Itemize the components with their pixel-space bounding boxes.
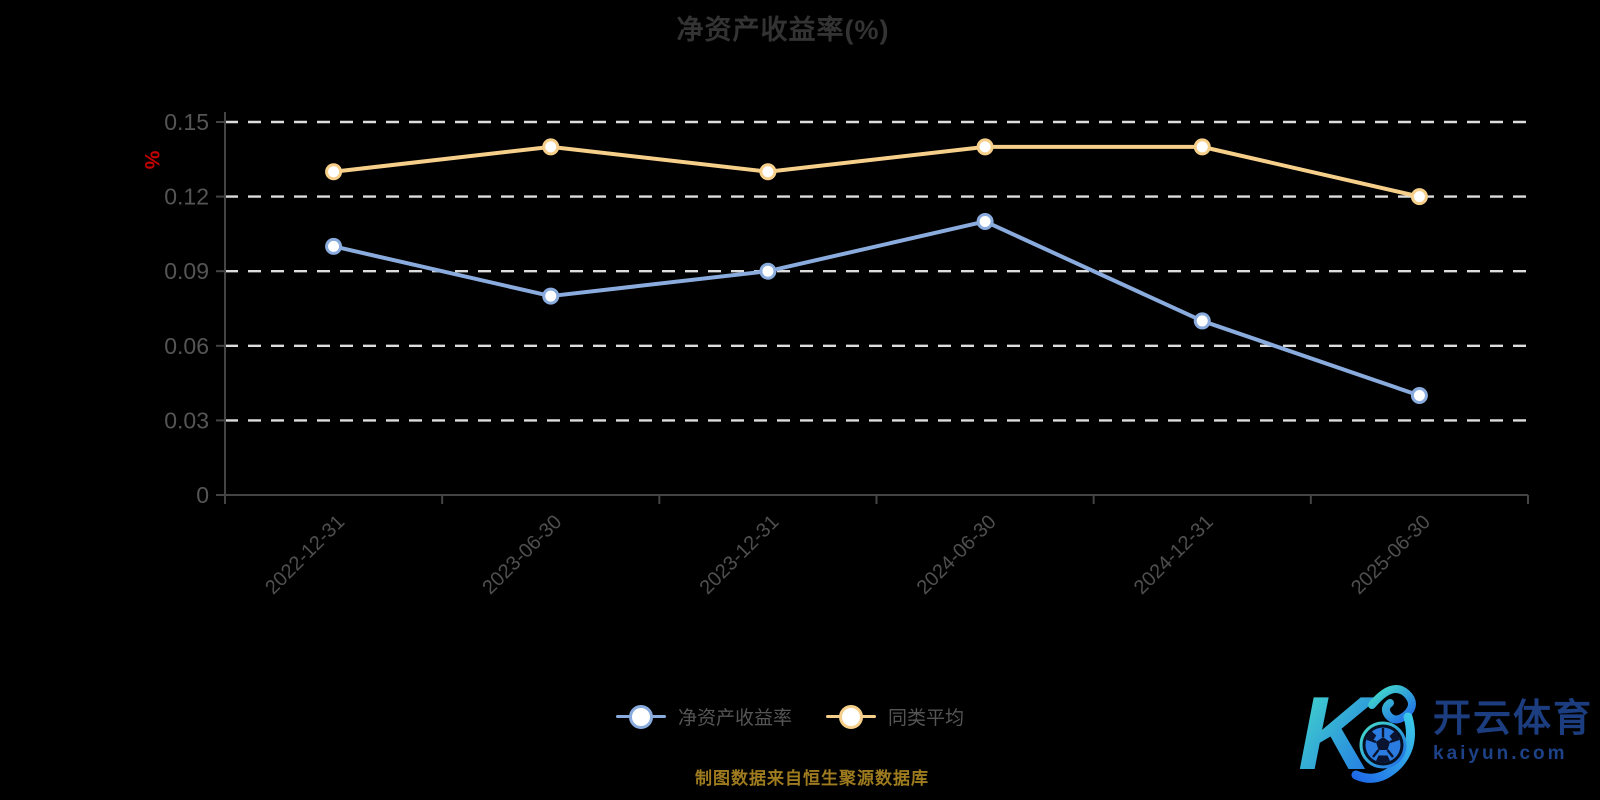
data-point[interactable]	[542, 287, 560, 305]
y-axis-label: 0.06	[164, 333, 209, 359]
y-axis-label: 0.15	[164, 109, 209, 135]
x-axis-label: 2024-06-30	[913, 511, 1001, 599]
series-line	[331, 219, 1422, 398]
legend-item-roe[interactable]: 净资产收益率	[615, 703, 792, 730]
series-line	[331, 144, 1422, 199]
data-point[interactable]	[1193, 312, 1211, 330]
brand-text: 开云体育 kaiyun.com	[1433, 698, 1594, 765]
data-point[interactable]	[976, 212, 994, 230]
y-axis-label: 0.03	[164, 407, 209, 433]
plot-area: 0 0.03 0.06 0.09 0.12 0.15% 2022-12-31 2023-06-…	[140, 109, 1529, 599]
y-axis-label: 0.12	[164, 184, 209, 210]
legend-label-roe: 净资产收益率	[677, 708, 792, 729]
x-axis-label: 2023-12-31	[696, 511, 784, 599]
legend: 净资产收益率 同类平均	[0, 703, 1580, 730]
x-axis-label: 2024-12-31	[1130, 511, 1218, 599]
data-point[interactable]	[325, 163, 343, 181]
data-point[interactable]	[1410, 188, 1428, 206]
chart-title: 净资产收益率(%)	[676, 15, 890, 45]
data-point[interactable]	[976, 138, 994, 156]
x-axis-label: 2025-06-30	[1347, 511, 1435, 599]
brand-watermark[interactable]: K 开云体育 kaiyun.com	[1300, 672, 1600, 792]
brand-logo-k-icon: K	[1300, 676, 1416, 791]
data-point[interactable]	[325, 237, 343, 255]
data-point[interactable]	[759, 163, 777, 181]
y-axis-unit-label: %	[140, 151, 163, 170]
legend-item-peer-average[interactable]: 同类平均	[826, 703, 964, 730]
x-axis-label: 2022-12-31	[261, 511, 349, 599]
data-point[interactable]	[1193, 138, 1211, 156]
legend-label-peer-average: 同类平均	[888, 708, 965, 729]
y-axis-label: 0.09	[164, 258, 209, 284]
data-point[interactable]	[542, 138, 560, 156]
brand-url: kaiyun.com	[1433, 742, 1568, 764]
brand-name-cn: 开云体育	[1433, 698, 1594, 741]
data-point[interactable]	[1410, 387, 1428, 405]
x-axis-label: 2023-06-30	[478, 511, 566, 599]
source-note: 制图数据来自恒生聚源数据库	[695, 769, 929, 788]
data-point[interactable]	[759, 262, 777, 280]
legend-marker-roe-icon	[615, 704, 666, 730]
y-axis-label: 0	[196, 482, 209, 508]
legend-marker-peer-average-icon	[826, 704, 876, 730]
